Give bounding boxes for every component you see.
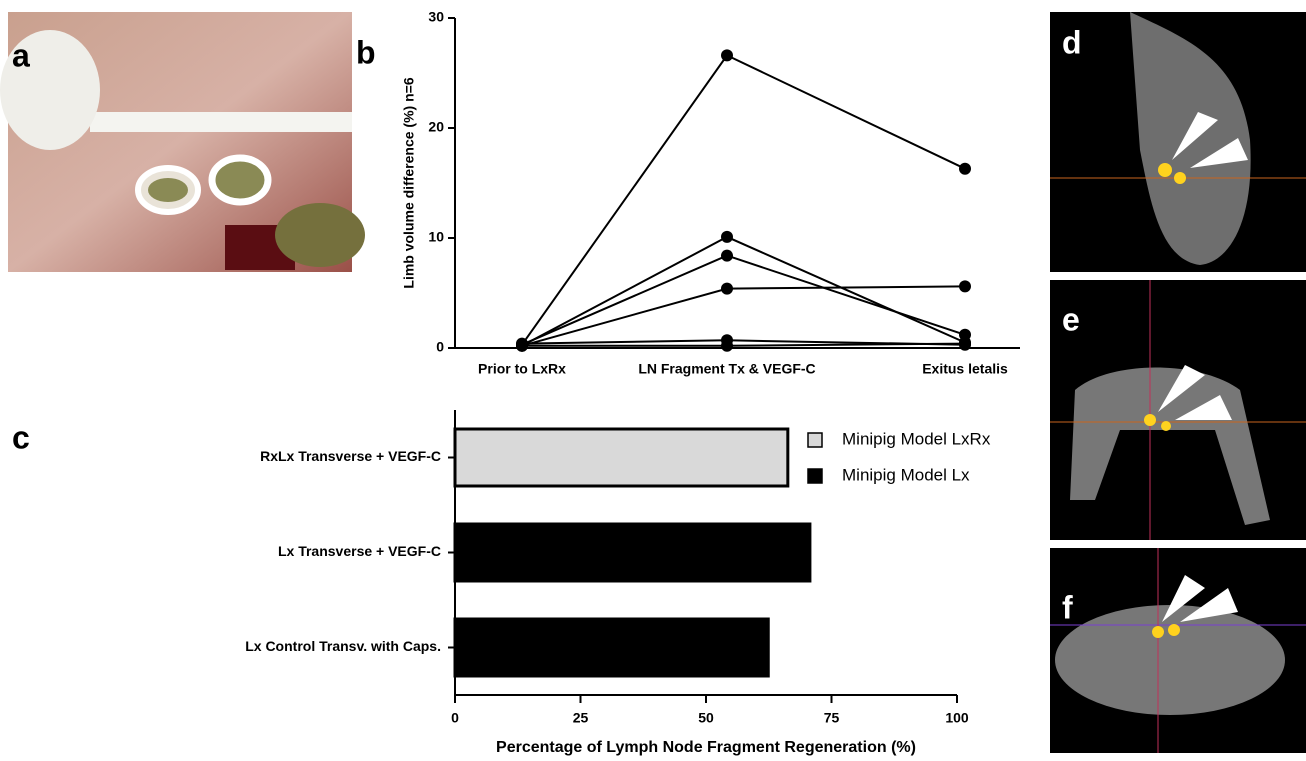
series-line	[522, 55, 965, 344]
x-tick-label: 100	[945, 710, 969, 726]
bar	[455, 524, 810, 581]
series-line	[522, 344, 965, 346]
y-tick-label: 10	[428, 229, 444, 245]
scan-f	[1050, 548, 1306, 753]
panel-label: d	[1062, 24, 1082, 60]
figure: a b c d e f 0 10 20 30 Prior to LxRx LN Fragm…	[0, 0, 1306, 761]
point	[516, 340, 528, 352]
series-line	[522, 237, 965, 346]
bar	[455, 429, 788, 486]
point	[721, 49, 733, 61]
y-tick-label: RxLx Transverse + VEGF-C	[260, 448, 441, 464]
y-tick-label: 20	[428, 119, 444, 135]
point	[959, 280, 971, 292]
legend-swatch	[808, 433, 822, 447]
y-tick-label: 0	[436, 339, 444, 355]
point	[721, 283, 733, 295]
panel-label: a	[12, 37, 30, 73]
photo-a	[0, 12, 365, 272]
panel-label: e	[1062, 301, 1080, 337]
x-tick-label: Prior to LxRx	[478, 361, 566, 377]
point	[959, 338, 971, 350]
legend-label: Minipig Model LxRx	[842, 429, 991, 448]
legend-swatch	[808, 469, 822, 483]
point	[721, 231, 733, 243]
legend-label: Minipig Model Lx	[842, 465, 970, 484]
panel-label: b	[356, 34, 376, 70]
scan-d	[1050, 12, 1306, 272]
point	[721, 340, 733, 352]
bar	[455, 619, 768, 676]
x-tick-label: LN Fragment Tx & VEGF-C	[638, 361, 815, 377]
x-tick-label: 75	[824, 710, 840, 726]
panel-label: c	[12, 419, 30, 455]
series-line	[522, 256, 965, 345]
y-axis-label: Limb volume difference (%) n=6	[401, 77, 417, 288]
x-tick-label: 50	[698, 710, 714, 726]
x-tick-label: 25	[573, 710, 589, 726]
y-tick-label: Lx Control Transv. with Caps.	[245, 638, 441, 654]
scan-e	[1050, 280, 1306, 540]
x-axis-label: Percentage of Lymph Node Fragment Regene…	[496, 739, 916, 756]
y-tick-label: Lx Transverse + VEGF-C	[278, 543, 441, 559]
point	[959, 163, 971, 175]
y-tick-label: 30	[428, 9, 444, 25]
panel-label: f	[1062, 589, 1073, 625]
x-tick-label: 0	[451, 710, 459, 726]
point	[721, 250, 733, 262]
x-tick-label: Exitus letalis	[922, 361, 1008, 377]
